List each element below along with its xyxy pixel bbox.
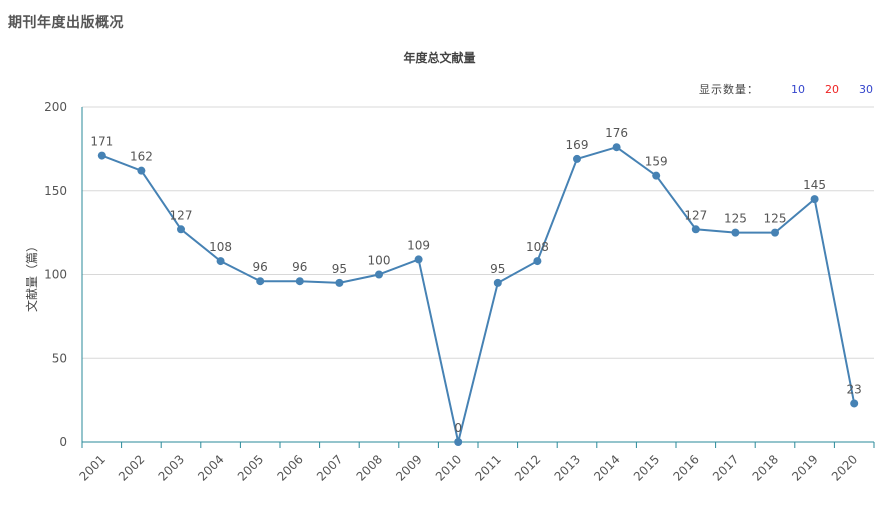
data-label: 171 <box>90 135 113 149</box>
display-count-10-option[interactable]: 10 <box>791 82 805 96</box>
x-tick-label: 2014 <box>591 452 622 483</box>
data-label: 145 <box>803 178 826 192</box>
data-point <box>731 228 740 237</box>
x-tick-label: 2020 <box>829 452 860 483</box>
data-label: 162 <box>130 150 153 164</box>
data-point <box>691 225 700 234</box>
chart-title: 年度总文献量 <box>403 51 476 65</box>
data-label: 0 <box>454 421 462 435</box>
data-label: 100 <box>368 254 391 268</box>
data-point <box>256 277 265 286</box>
data-labels: 171 162 127 108 96 96 95 100 109 0 95 108 169 176 159 1… <box>90 126 861 435</box>
data-label: 159 <box>645 155 668 169</box>
data-point <box>216 257 225 266</box>
y-tick-label: 0 <box>59 435 67 449</box>
series-line <box>101 146 856 443</box>
section-title: 期刊年度出版概况 <box>8 15 124 31</box>
x-tick-label: 2009 <box>393 452 424 483</box>
data-label: 125 <box>764 212 787 226</box>
series-layer <box>97 143 859 446</box>
data-point <box>335 278 344 287</box>
x-tick-label: 2008 <box>354 452 385 483</box>
display-count-30-option[interactable]: 30 <box>859 82 873 96</box>
data-label: 176 <box>605 126 628 140</box>
x-tick-label: 2015 <box>631 452 662 483</box>
data-point <box>810 195 819 204</box>
grid-layer <box>82 106 874 359</box>
data-label: 109 <box>407 238 430 252</box>
data-label: 96 <box>292 260 307 274</box>
data-point <box>652 171 661 180</box>
x-tick-label: 2007 <box>314 452 345 483</box>
data-label: 127 <box>170 208 193 222</box>
y-tick-label: 150 <box>44 184 67 198</box>
display-count-selector: 显示数量： 10 20 30 <box>699 81 873 97</box>
data-label: 125 <box>724 212 747 226</box>
x-tick-label: 2013 <box>552 452 583 483</box>
data-point <box>493 278 502 287</box>
data-point <box>177 225 185 234</box>
data-point <box>295 277 304 286</box>
data-point <box>414 255 423 264</box>
x-tick-label: 2016 <box>670 452 701 483</box>
data-label: 95 <box>490 262 505 276</box>
data-label: 108 <box>209 240 232 254</box>
data-label: 23 <box>847 382 862 396</box>
data-point <box>533 257 542 266</box>
y-tick-label: 50 <box>52 351 67 365</box>
x-tick-label: 2012 <box>512 452 543 483</box>
y-tick-labels: 0 50 100 150 200 <box>44 100 67 449</box>
data-point <box>573 154 581 163</box>
data-label: 127 <box>684 208 707 222</box>
data-point <box>850 399 859 408</box>
data-point <box>97 151 106 160</box>
x-tick-label: 2003 <box>156 452 187 483</box>
display-count-label: 显示数量： <box>699 83 759 96</box>
data-label: 108 <box>526 240 549 254</box>
data-point <box>454 438 463 446</box>
x-tick-labels: 2001 2002 2003 2004 2005 2006 2007 2008 2009 2010… <box>76 452 860 483</box>
axis-layer <box>81 107 875 448</box>
data-label: 169 <box>566 138 589 152</box>
x-tick-label: 2006 <box>274 452 305 483</box>
x-tick-label: 2019 <box>789 452 820 483</box>
y-axis-label: 文献量（篇） <box>24 240 39 312</box>
x-tick-label: 2010 <box>433 452 464 483</box>
y-tick-label: 200 <box>44 100 67 114</box>
x-tick-label: 2017 <box>710 452 741 483</box>
x-tick-label: 2004 <box>195 452 226 483</box>
x-tick-label: 2002 <box>116 452 147 483</box>
x-tick-label: 2005 <box>235 452 266 483</box>
data-point <box>375 270 383 279</box>
data-label: 95 <box>332 262 347 276</box>
data-point <box>612 143 621 152</box>
data-point <box>771 228 779 237</box>
x-tick-label: 2018 <box>750 452 781 483</box>
data-label: 96 <box>253 260 268 274</box>
display-count-20-option[interactable]: 20 <box>825 82 839 96</box>
y-tick-label: 100 <box>44 268 67 282</box>
x-tick-label: 2011 <box>472 452 503 483</box>
data-point <box>137 166 146 175</box>
x-tick-label: 2001 <box>76 452 107 483</box>
